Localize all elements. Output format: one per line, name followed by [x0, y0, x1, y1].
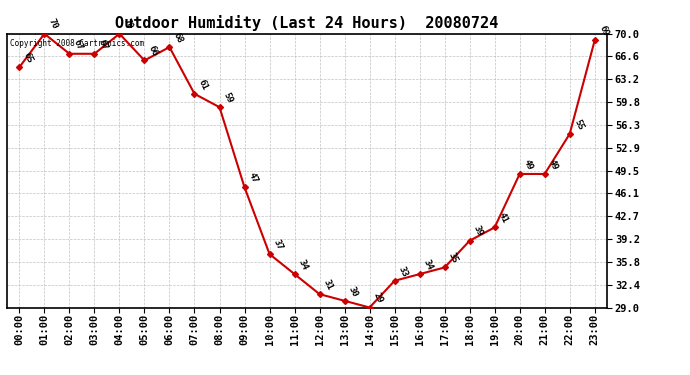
- Text: 55: 55: [572, 118, 585, 131]
- Text: 67: 67: [97, 38, 110, 51]
- Text: 35: 35: [447, 251, 460, 265]
- Text: 29: 29: [372, 291, 385, 305]
- Text: 30: 30: [347, 285, 359, 298]
- Text: 67: 67: [72, 38, 85, 51]
- Text: 37: 37: [272, 238, 285, 251]
- Text: 41: 41: [497, 211, 510, 225]
- Text: 59: 59: [222, 91, 235, 105]
- Text: 68: 68: [172, 31, 185, 44]
- Text: 61: 61: [197, 78, 210, 91]
- Text: 70: 70: [122, 18, 135, 31]
- Text: 69: 69: [598, 24, 610, 38]
- Text: 47: 47: [247, 171, 259, 184]
- Text: 49: 49: [522, 158, 535, 171]
- Title: Outdoor Humidity (Last 24 Hours)  20080724: Outdoor Humidity (Last 24 Hours) 2008072…: [115, 15, 499, 31]
- Text: 70: 70: [47, 18, 59, 31]
- Text: 66: 66: [147, 44, 159, 58]
- Text: 65: 65: [22, 51, 34, 64]
- Text: 31: 31: [322, 278, 335, 291]
- Text: 34: 34: [422, 258, 435, 272]
- Text: 33: 33: [397, 265, 410, 278]
- Text: 49: 49: [547, 158, 560, 171]
- Text: Copyright 2008 Cartronics.com: Copyright 2008 Cartronics.com: [10, 39, 144, 48]
- Text: 39: 39: [472, 225, 485, 238]
- Text: 34: 34: [297, 258, 310, 272]
